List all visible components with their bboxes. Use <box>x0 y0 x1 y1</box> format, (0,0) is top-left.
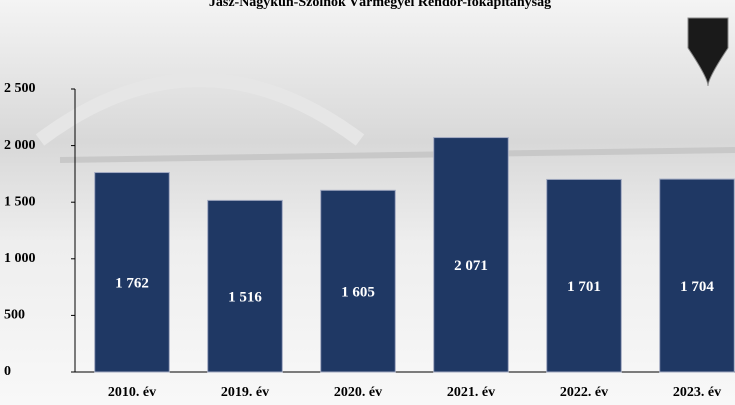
value-label: 1 762 <box>115 276 149 292</box>
bar <box>208 200 283 372</box>
bar <box>547 179 622 372</box>
value-label: 1 704 <box>680 279 714 295</box>
value-label: 1 701 <box>567 279 601 295</box>
chart-title: Jász-Nagykun-Szolnok Vármegyei Rendőr-fő… <box>209 0 551 10</box>
value-label: 1 516 <box>228 290 262 306</box>
y-tick-label: 2 000 <box>4 138 36 153</box>
y-tick-label: 1 500 <box>4 194 36 209</box>
value-label: 2 071 <box>454 258 488 274</box>
x-tick-label: 2010. év <box>108 385 156 400</box>
bar <box>660 179 735 372</box>
y-tick-label: 0 <box>4 364 11 379</box>
bar <box>321 190 396 372</box>
x-tick-label: 2019. év <box>221 385 269 400</box>
x-tick-label: 2021. év <box>447 385 495 400</box>
chart: Jász-Nagykun-Szolnok Vármegyei Rendőr-fő… <box>0 0 735 405</box>
value-label: 1 605 <box>341 285 375 301</box>
x-tick-label: 2022. év <box>560 385 608 400</box>
y-tick-label: 500 <box>4 308 25 323</box>
x-tick-label: 2020. év <box>334 385 382 400</box>
bar <box>434 138 509 372</box>
y-tick-label: 1 000 <box>4 251 36 266</box>
bar <box>95 173 170 372</box>
y-tick-label: 2 500 <box>4 81 36 96</box>
x-tick-label: 2023. év <box>673 385 721 400</box>
